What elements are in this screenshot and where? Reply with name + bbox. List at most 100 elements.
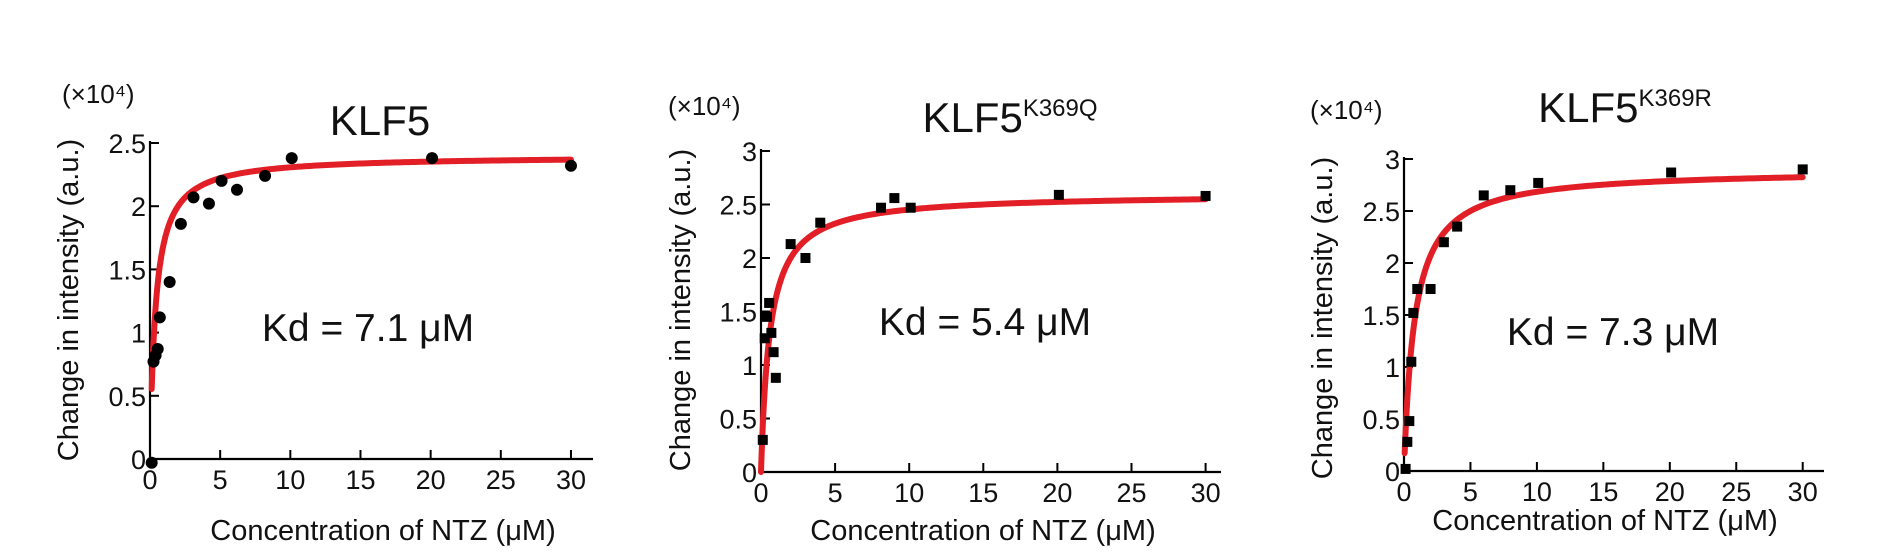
data-point xyxy=(1505,185,1516,196)
data-point xyxy=(1404,416,1415,427)
x-axis-title: Concentration of NTZ (μM) xyxy=(210,515,555,547)
data-point xyxy=(1452,221,1463,232)
data-point xyxy=(800,253,811,263)
data-point xyxy=(764,297,775,308)
chart-title: KLF5 xyxy=(330,97,430,144)
y-tick-label: 1 xyxy=(131,319,146,349)
y-tick-label: 2 xyxy=(131,192,146,222)
x-tick-label: 20 xyxy=(416,465,446,495)
chart-title: KLF5K369R xyxy=(1538,84,1712,131)
data-point xyxy=(215,174,228,187)
data-point xyxy=(1408,307,1419,318)
data-point xyxy=(1406,356,1417,367)
chart-title: KLF5K369Q xyxy=(922,94,1097,141)
chart-title-main: KLF5 xyxy=(1538,84,1638,131)
data-point xyxy=(202,197,215,210)
y-tick-label: 1.5 xyxy=(1362,301,1400,331)
data-point xyxy=(1478,190,1489,201)
data-point xyxy=(759,333,770,344)
data-point xyxy=(876,202,887,213)
data-point xyxy=(426,152,439,165)
data-point xyxy=(815,217,826,228)
data-point xyxy=(1200,190,1211,201)
y-tick-label: 1 xyxy=(1385,353,1400,383)
x-tick-label: 10 xyxy=(1522,477,1552,507)
y-tick-label: 0 xyxy=(131,445,146,475)
y-tick-label: 3 xyxy=(1385,145,1400,175)
x-tick-label: 15 xyxy=(345,465,375,495)
x-tick-label: 25 xyxy=(1116,478,1146,508)
x-tick-label: 25 xyxy=(486,465,516,495)
data-point xyxy=(153,311,166,324)
x-tick-label: 10 xyxy=(894,478,924,508)
chart-title-superscript: K369R xyxy=(1639,85,1712,112)
y-tick-label: 1 xyxy=(742,351,757,381)
data-point xyxy=(889,193,900,204)
x-tick-label: 30 xyxy=(556,465,586,495)
x-tick-label: 20 xyxy=(1655,477,1685,507)
y-tick-label: 0 xyxy=(1385,457,1400,487)
fit-curve xyxy=(1401,174,1806,457)
x-tick-label: 20 xyxy=(1042,478,1072,508)
data-point xyxy=(151,343,164,356)
y-multiplier-label: (×10⁴) xyxy=(62,79,135,109)
data-point xyxy=(768,347,779,358)
y-tick-label: 0.5 xyxy=(719,405,757,435)
data-point xyxy=(1797,164,1808,175)
x-tick-label: 10 xyxy=(275,465,305,495)
data-point xyxy=(1425,284,1436,294)
data-point xyxy=(187,191,200,204)
x-tick-label: 0 xyxy=(753,478,768,508)
data-point xyxy=(761,311,772,322)
x-tick-label: 5 xyxy=(1463,477,1478,507)
x-tick-label: 0 xyxy=(142,465,157,495)
y-axis-title: Change in intensity (a.u.) xyxy=(665,149,697,471)
data-point xyxy=(905,202,916,213)
y-tick-label: 2 xyxy=(742,244,757,274)
data-point xyxy=(174,217,187,230)
y-tick-label: 0.5 xyxy=(108,382,146,412)
x-tick-label: 30 xyxy=(1788,477,1818,507)
y-tick-label: 0.5 xyxy=(1362,405,1400,435)
y-axis-title: Change in intensity (a.u.) xyxy=(53,139,85,461)
kd-annotation: Kd = 7.3 μM xyxy=(1507,311,1719,354)
data-point xyxy=(1533,177,1544,188)
data-point xyxy=(231,183,243,196)
x-axis-title: Concentration of NTZ (μM) xyxy=(810,515,1155,547)
data-point xyxy=(163,276,176,289)
x-tick-label: 15 xyxy=(1588,477,1618,507)
y-tick-label: 1.5 xyxy=(719,298,757,328)
data-point xyxy=(564,159,577,172)
data-point xyxy=(1412,284,1423,294)
x-tick-label: 5 xyxy=(213,465,228,495)
data-point xyxy=(285,152,298,165)
data-point xyxy=(1438,237,1449,248)
data-point xyxy=(1053,189,1064,200)
y-tick-label: 2.5 xyxy=(108,129,146,159)
y-tick-label: 2.5 xyxy=(1362,197,1400,227)
y-tick-label: 2.5 xyxy=(719,191,757,221)
chart-title-main: KLF5 xyxy=(330,97,430,144)
fit-curve xyxy=(148,156,574,392)
y-tick-label: 0 xyxy=(742,458,757,488)
data-point xyxy=(757,434,768,445)
x-tick-label: 25 xyxy=(1721,477,1751,507)
y-tick-label: 1.5 xyxy=(108,255,146,285)
y-tick-label: 2 xyxy=(1385,249,1400,279)
kd-annotation: Kd = 7.1 μM xyxy=(262,307,474,350)
x-axis-title: Concentration of NTZ (μM) xyxy=(1432,505,1777,537)
x-tick-label: 5 xyxy=(828,478,843,508)
data-point xyxy=(145,456,158,469)
data-point xyxy=(1402,436,1413,447)
data-point xyxy=(785,239,796,250)
x-tick-label: 15 xyxy=(968,478,998,508)
data-point xyxy=(1666,167,1677,178)
chart-title-superscript: K369Q xyxy=(1023,95,1098,122)
data-point xyxy=(259,169,272,182)
x-tick-label: 30 xyxy=(1191,478,1221,508)
data-point xyxy=(770,372,781,383)
kd-annotation: Kd = 5.4 μM xyxy=(879,301,1091,344)
